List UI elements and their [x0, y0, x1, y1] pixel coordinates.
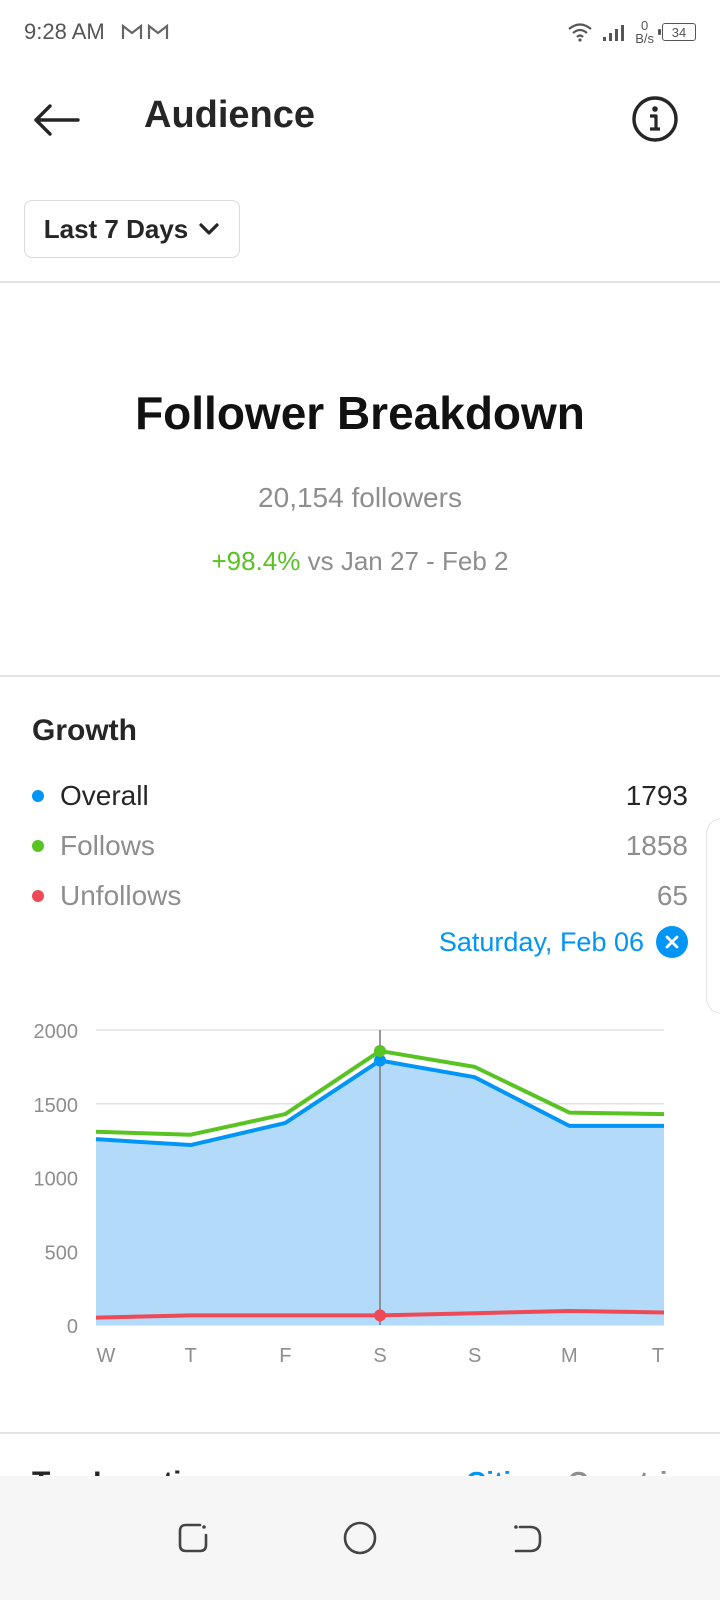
legend-value: 1858 — [625, 830, 688, 861]
x-tick-label: W — [97, 1345, 116, 1367]
back-button[interactable] — [28, 96, 84, 144]
legend-overall: Overall 1793 — [32, 776, 688, 816]
change-percent: +98.4% — [211, 546, 301, 576]
recent-apps-button[interactable] — [163, 1508, 223, 1568]
x-tick-label: F — [279, 1345, 291, 1367]
growth-title: Growth — [32, 714, 137, 747]
battery-icon: 34 — [658, 23, 696, 41]
comparison-period: vs Jan 27 - Feb 2 — [300, 546, 509, 576]
y-tick-label: 500 — [45, 1242, 78, 1264]
legend-label: Follows — [60, 830, 155, 861]
close-icon — [665, 935, 679, 949]
chevron-down-icon — [199, 223, 219, 235]
selected-point-unfollows — [374, 1309, 386, 1322]
legend-unfollows: Unfollows 65 — [32, 876, 688, 916]
date-range-label: Last 7 Days — [43, 213, 189, 244]
selected-point-overall — [374, 1054, 386, 1067]
followers-comparison: +98.4% vs Jan 27 - Feb 2 — [0, 546, 720, 577]
follows-dot — [32, 840, 44, 852]
clear-selection-button[interactable] — [656, 926, 688, 958]
status-time: 9:28 AM — [24, 19, 105, 44]
x-tick-label: M — [561, 1345, 578, 1367]
x-tick-label: T — [185, 1345, 197, 1367]
selected-date-label: Saturday, Feb 06 — [438, 926, 644, 957]
wifi-icon — [568, 23, 592, 42]
recent-apps-icon — [179, 1523, 208, 1553]
legend-value: 65 — [656, 880, 688, 911]
selected-date-chip[interactable]: Saturday, Feb 06 — [439, 926, 688, 958]
x-tick-label: S — [373, 1345, 386, 1367]
gmail-notification-icons — [121, 23, 169, 41]
followers-count: 20,154 followers — [258, 482, 462, 513]
follower-breakdown-title: Follower Breakdown — [135, 387, 585, 439]
legend-label: Unfollows — [60, 880, 182, 911]
date-range-dropdown[interactable]: Last 7 Days — [24, 200, 240, 258]
app-header: Audience — [0, 74, 720, 164]
info-button[interactable] — [630, 94, 680, 144]
info-icon — [632, 96, 678, 142]
arrow-left-icon — [34, 104, 80, 136]
divider — [0, 675, 720, 677]
overall-dot — [32, 790, 44, 802]
home-button[interactable] — [330, 1508, 390, 1568]
y-tick-label: 1000 — [34, 1169, 79, 1191]
gmail-icon — [147, 23, 168, 39]
network-speed: 0 B/s — [635, 18, 654, 46]
legend-value: 1793 — [625, 780, 688, 811]
system-navigation-bar — [0, 1476, 720, 1600]
signal-icon — [603, 25, 625, 41]
x-tick-label: S — [468, 1345, 481, 1367]
y-tick-label: 1500 — [34, 1095, 79, 1117]
y-tick-label: 0 — [67, 1316, 78, 1338]
back-nav-icon — [513, 1525, 541, 1553]
unfollows-dot — [32, 890, 44, 902]
legend-label: Overall — [60, 780, 149, 811]
selected-point-follows — [374, 1044, 386, 1057]
divider — [0, 281, 720, 283]
status-bar: 9:28 AM 0 B/s 34 — [0, 0, 720, 64]
growth-chart[interactable]: 0 500 1000 1500 2000 W T F S S M T — [0, 1010, 720, 1390]
legend-follows: Follows 1858 — [32, 826, 688, 866]
gmail-icon — [121, 23, 142, 39]
page-title: Audience — [144, 94, 316, 136]
back-nav-button[interactable] — [497, 1508, 557, 1568]
side-panel-handle[interactable] — [706, 818, 720, 1014]
y-tick-label: 2000 — [34, 1021, 79, 1043]
divider — [0, 1432, 720, 1434]
home-circle-icon — [343, 1521, 377, 1555]
x-tick-label: T — [652, 1345, 664, 1367]
